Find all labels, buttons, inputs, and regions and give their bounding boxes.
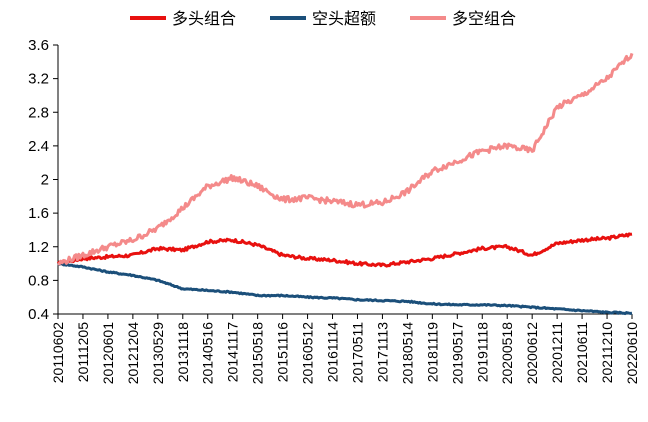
x-tick-label: 20110602: [50, 322, 66, 383]
x-tick-label: 20131118: [175, 322, 191, 382]
x-tick-label: 20141117: [225, 322, 241, 382]
series-line-3: [57, 52, 634, 266]
legend-label: 空头超额: [312, 10, 376, 28]
series-line-2: [57, 262, 633, 316]
legend-label: 多头组合: [172, 10, 236, 28]
y-tick-label: 2: [41, 172, 49, 189]
legend-label: 多空组合: [452, 10, 516, 28]
x-tick-label: 20111205: [75, 322, 91, 382]
x-tick-label: 20210611: [574, 322, 590, 383]
x-tick-label: 20181119: [424, 322, 440, 382]
legend: 多头组合 空头超额 多空组合: [130, 10, 516, 28]
x-tick-label: 20191118: [474, 322, 490, 382]
y-tick-label: 1.6: [28, 205, 49, 222]
x-tick-label: 20120601: [100, 322, 116, 385]
x-tick-label: 20151116: [275, 322, 291, 382]
x-tick-label: 20190517: [449, 322, 465, 385]
series-line-1: [56, 232, 633, 268]
x-tick-label: 20180514: [399, 322, 415, 385]
y-tick-label: 2.8: [28, 104, 49, 121]
y-tick-label: 2.4: [28, 138, 49, 155]
x-tick-label: 20200518: [499, 322, 515, 385]
y-tick-label: 3.6: [28, 37, 49, 54]
x-tick-label: 20220610: [624, 322, 640, 385]
y-tick-label: 0.4: [28, 306, 49, 323]
y-tick-label: 1.2: [28, 239, 49, 256]
x-tick-label: 20171113: [374, 322, 390, 382]
x-tick-label: 20140516: [200, 322, 216, 385]
x-tick-label: 20160512: [300, 322, 316, 385]
y-tick-label: 0.8: [28, 272, 49, 289]
x-tick-label: 20161114: [325, 322, 341, 382]
x-tick-label: 20130529: [150, 322, 166, 385]
axes: 0.4 0.8 1.2 1.6 2 2.4 2.8 3.2 3.6 20110602 2011120…: [28, 37, 640, 384]
x-tick-label: 20201211: [549, 322, 565, 383]
series-lines: [56, 52, 634, 316]
x-tick-label: 20211210: [599, 322, 615, 383]
x-tick-label: 20150518: [250, 322, 266, 385]
x-tick-label: 20170511: [349, 322, 365, 383]
x-tick-label: 20121204: [125, 322, 141, 385]
y-tick-label: 3.2: [28, 71, 49, 88]
x-tick-label: 20200612: [524, 322, 540, 385]
